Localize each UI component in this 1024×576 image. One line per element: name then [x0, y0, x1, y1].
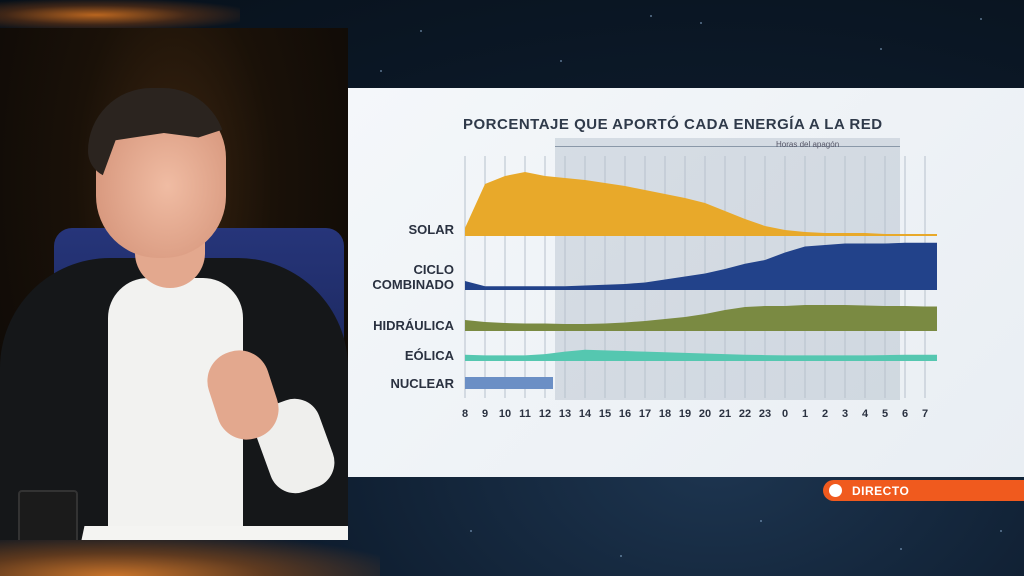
series-label: CICLO COMBINADO — [372, 262, 454, 292]
series-label: SOLAR — [408, 222, 455, 237]
x-tick-label: 2 — [821, 408, 829, 420]
series-area-1 — [465, 242, 937, 290]
x-tick-label: 11 — [519, 408, 531, 420]
orange-glow-top — [0, 0, 240, 30]
x-tick-label: 5 — [881, 408, 889, 420]
x-tick-label: 10 — [498, 408, 512, 420]
orange-glow-bottom — [0, 536, 380, 576]
x-tick-label: 14 — [578, 408, 592, 420]
x-tick-label: 7 — [921, 408, 929, 420]
presenter-video — [0, 28, 348, 540]
x-tick-label: 17 — [638, 408, 652, 420]
series-area-nuclear — [465, 377, 553, 389]
x-tick-label: 0 — [781, 408, 789, 420]
x-tick-label: 15 — [598, 408, 612, 420]
x-tick-label: 16 — [618, 408, 632, 420]
x-tick-label: 22 — [738, 408, 752, 420]
series-label: EÓLICA — [404, 348, 454, 363]
blackout-bracket-line — [555, 146, 900, 147]
x-tick-label: 13 — [558, 408, 572, 420]
chart-title: PORCENTAJE QUE APORTÓ CADA ENERGÍA A LA … — [463, 116, 883, 133]
series-area-3 — [465, 349, 937, 361]
x-tick-label: 6 — [901, 408, 909, 420]
x-tick-label: 21 — [718, 408, 732, 420]
x-tick-label: 19 — [678, 408, 692, 420]
x-tick-label: 9 — [481, 408, 489, 420]
live-dot-icon — [829, 484, 842, 497]
x-tick-label: 20 — [698, 408, 712, 420]
series-label: NUCLEAR — [390, 376, 454, 391]
x-tick-label: 3 — [841, 408, 849, 420]
live-badge: DIRECTO — [823, 480, 1024, 501]
glass — [18, 490, 78, 540]
series-area-2 — [465, 305, 937, 331]
x-tick-label: 23 — [758, 408, 772, 420]
live-badge-label: DIRECTO — [852, 483, 910, 498]
series-label: HIDRÁULICA — [373, 318, 454, 333]
x-tick-label: 8 — [461, 408, 469, 420]
x-tick-label: 18 — [658, 408, 672, 420]
blackout-annotation: Horas del apagón — [776, 140, 840, 149]
x-tick-label: 1 — [801, 408, 809, 420]
x-tick-label: 4 — [861, 408, 869, 420]
series-area-0 — [465, 172, 937, 236]
x-tick-label: 12 — [538, 408, 552, 420]
